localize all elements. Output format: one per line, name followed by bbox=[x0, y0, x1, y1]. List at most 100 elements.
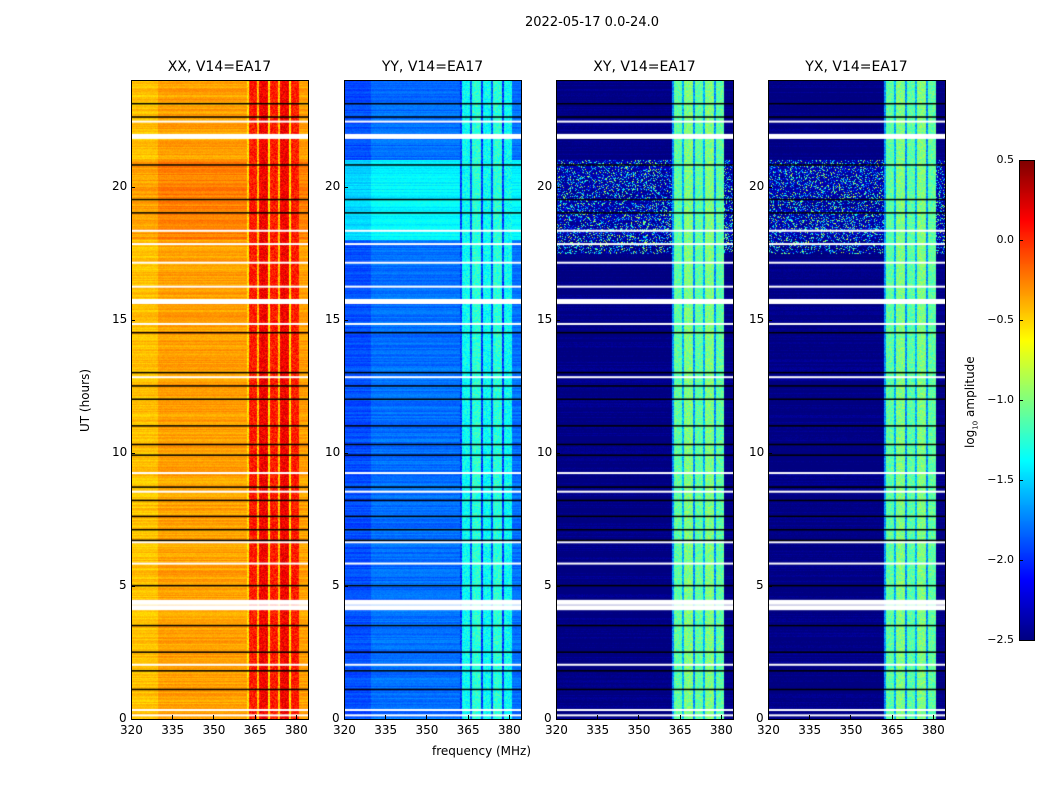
x-tick-mark bbox=[556, 715, 557, 719]
y-tick-label: 15 bbox=[325, 311, 341, 326]
panel-title: XX, V14=EA17 bbox=[167, 59, 272, 75]
y-tick-mark bbox=[768, 186, 772, 188]
y-tick-label: 5 bbox=[332, 577, 340, 592]
y-tick-label: 10 bbox=[325, 444, 341, 459]
colorbar-tick-label: −0.5 bbox=[987, 313, 1014, 326]
heatmap-xy bbox=[556, 80, 733, 719]
x-tick-mark bbox=[172, 715, 174, 719]
x-tick-mark bbox=[254, 715, 256, 719]
y-tick-mark bbox=[131, 186, 135, 188]
y-tick-label: 20 bbox=[325, 178, 341, 193]
x-tick-label: 380 bbox=[709, 723, 733, 737]
colorbar-tick-mark bbox=[1019, 160, 1023, 161]
x-tick-mark bbox=[850, 715, 852, 719]
x-tick-label: 380 bbox=[284, 723, 308, 737]
colorbar-tick-mark bbox=[1019, 320, 1023, 321]
y-tick-label: 0 bbox=[332, 711, 340, 725]
y-tick-label: 10 bbox=[112, 444, 128, 459]
y-tick-label: 0 bbox=[544, 711, 552, 725]
x-tick-mark bbox=[720, 715, 722, 719]
x-tick-label: 320 bbox=[757, 723, 780, 737]
y-tick-mark bbox=[131, 319, 135, 321]
y-tick-mark bbox=[768, 452, 772, 454]
y-tick-label: 10 bbox=[537, 444, 553, 459]
y-tick-label: 20 bbox=[749, 178, 765, 193]
x-tick-mark bbox=[213, 715, 215, 719]
y-tick-mark bbox=[344, 319, 348, 321]
colorbar-tick-mark bbox=[1019, 400, 1023, 401]
x-tick-label: 350 bbox=[627, 723, 651, 737]
colorbar bbox=[1019, 160, 1034, 640]
colorbar-tick-label: −1.5 bbox=[987, 473, 1014, 486]
x-tick-mark bbox=[467, 715, 469, 719]
x-tick-mark bbox=[932, 715, 934, 719]
x-tick-mark bbox=[638, 715, 640, 719]
y-tick-mark bbox=[768, 585, 772, 587]
x-tick-label: 365 bbox=[243, 723, 267, 737]
y-tick-mark bbox=[768, 319, 772, 321]
colorbar-tick-mark bbox=[1019, 240, 1023, 241]
panel-title: YX, V14=EA17 bbox=[805, 59, 908, 75]
y-tick-mark bbox=[768, 719, 772, 720]
x-tick-label: 350 bbox=[839, 723, 863, 737]
y-tick-label: 15 bbox=[749, 311, 765, 326]
x-tick-label: 320 bbox=[545, 723, 568, 737]
x-tick-label: 380 bbox=[921, 723, 945, 737]
y-tick-label: 20 bbox=[112, 178, 128, 193]
x-tick-label: 365 bbox=[880, 723, 904, 737]
y-tick-label: 20 bbox=[537, 178, 553, 193]
x-tick-mark bbox=[891, 715, 893, 719]
y-tick-mark bbox=[344, 452, 348, 454]
colorbar-label: log10 amplitude bbox=[963, 356, 980, 448]
y-tick-mark bbox=[344, 585, 348, 587]
y-tick-mark bbox=[131, 719, 135, 720]
y-tick-mark bbox=[131, 452, 135, 454]
x-tick-label: 335 bbox=[586, 723, 610, 737]
x-tick-label: 335 bbox=[161, 723, 185, 737]
y-tick-label: 15 bbox=[537, 311, 553, 326]
heatmap-yy bbox=[344, 80, 521, 719]
y-tick-mark bbox=[344, 186, 348, 188]
y-axis-label: UT (hours) bbox=[78, 368, 92, 432]
x-tick-label: 320 bbox=[333, 723, 356, 737]
y-tick-label: 5 bbox=[119, 577, 127, 592]
x-axis-label: frequency (MHz) bbox=[432, 744, 532, 758]
colorbar-tick-label: −2.5 bbox=[987, 633, 1014, 646]
y-tick-label: 15 bbox=[112, 311, 128, 326]
x-tick-mark bbox=[131, 715, 132, 719]
y-tick-label: 5 bbox=[544, 577, 552, 592]
y-tick-mark bbox=[556, 319, 560, 321]
x-tick-mark bbox=[768, 715, 769, 719]
panel-title: YY, V14=EA17 bbox=[381, 59, 484, 75]
y-tick-mark bbox=[556, 719, 560, 720]
x-tick-mark bbox=[295, 715, 297, 719]
x-tick-label: 350 bbox=[415, 723, 439, 737]
x-tick-label: 380 bbox=[497, 723, 521, 737]
y-tick-mark bbox=[344, 719, 348, 720]
colorbar-tick-mark bbox=[1019, 640, 1023, 641]
y-tick-label: 10 bbox=[749, 444, 765, 459]
panel-title: XY, V14=EA17 bbox=[593, 59, 696, 75]
y-tick-label: 0 bbox=[756, 711, 764, 725]
colorbar-tick-mark bbox=[1019, 480, 1023, 481]
colorbar-tick-label: 0.5 bbox=[996, 153, 1015, 166]
y-tick-label: 5 bbox=[756, 577, 764, 592]
x-tick-label: 335 bbox=[798, 723, 822, 737]
y-tick-mark bbox=[556, 585, 560, 587]
x-tick-mark bbox=[679, 715, 681, 719]
x-tick-mark bbox=[809, 715, 811, 719]
x-tick-mark bbox=[344, 715, 345, 719]
y-tick-label: 0 bbox=[119, 711, 127, 725]
colorbar-tick-label: −1.0 bbox=[987, 393, 1014, 406]
y-tick-mark bbox=[556, 452, 560, 454]
x-tick-mark bbox=[597, 715, 599, 719]
x-tick-label: 365 bbox=[668, 723, 692, 737]
x-tick-mark bbox=[426, 715, 428, 719]
x-tick-label: 365 bbox=[456, 723, 480, 737]
figure-suptitle: 2022-05-17 0.0-24.0 bbox=[525, 15, 659, 30]
y-tick-mark bbox=[131, 585, 135, 587]
heatmap-xx bbox=[131, 80, 308, 719]
colorbar-tick-mark bbox=[1019, 560, 1023, 561]
x-tick-mark bbox=[508, 715, 510, 719]
